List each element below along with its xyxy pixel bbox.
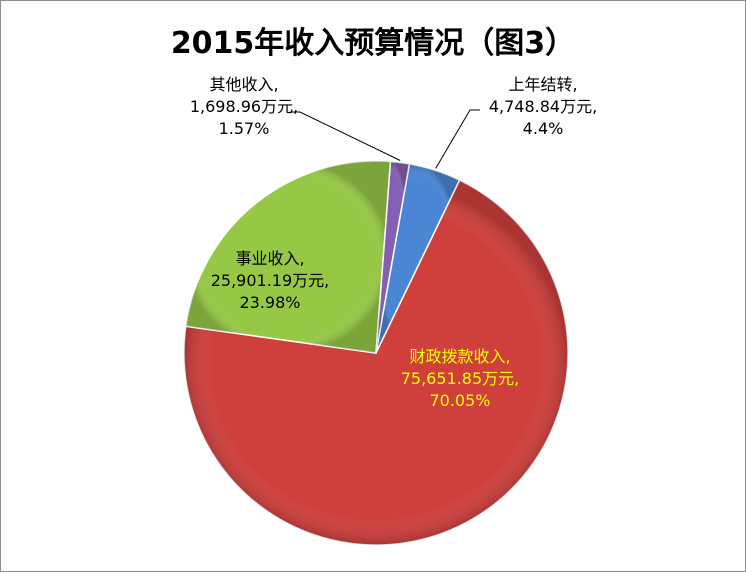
slice-label-value-2: 75,651.85万元, [401,369,520,388]
leader-line-1 [435,109,480,169]
slice-label-percent-4: 1.57% [219,119,270,138]
slice-label-name-1: 上年结转, [508,75,577,94]
pie-slice-shade-1 [376,163,460,353]
slice-label-percent-1: 4.4% [523,119,564,138]
chart-title: 2015年收入预算情况（图3） [170,26,576,61]
leader-line-4 [290,111,401,161]
slice-label-name-3: 事业收入, [235,249,304,268]
pie-slice-shade-3 [185,161,391,353]
slice-label-percent-3: 23.98% [239,293,300,312]
slice-label-name-4: 其他收入, [209,75,278,94]
slice-label-value-4: 1,698.96万元, [190,97,298,116]
pie-slice-shade-2 [184,180,569,546]
slice-label-value-3: 25,901.19万元, [211,271,330,290]
pie-slice-shade-4 [376,161,410,353]
slice-label-value-1: 4,748.84万元, [489,97,597,116]
slice-label-name-2: 财政拨款收入, [409,347,510,366]
slice-label-percent-2: 70.05% [429,391,490,410]
